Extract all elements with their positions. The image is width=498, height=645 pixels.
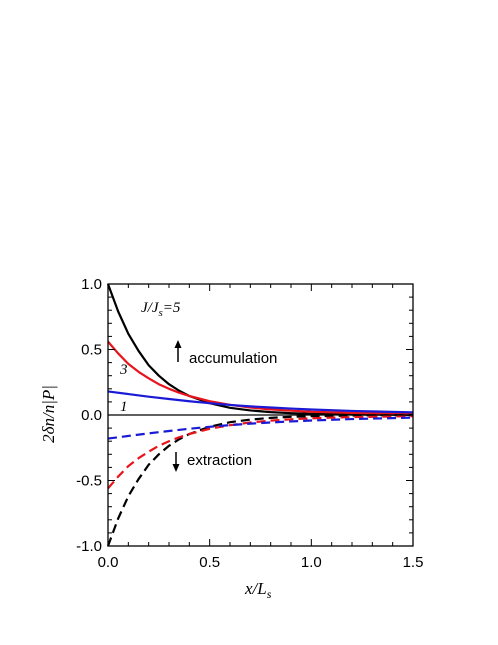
curve-label-5-value: =5 xyxy=(163,300,181,316)
curve-label-1: 1 xyxy=(120,399,128,415)
tick-labels-group: 0.0 0.5 1.0 1.5 -1.0 -0.5 0.0 0.5 1.0 xyxy=(76,276,423,571)
series-line-2-solid xyxy=(107,340,414,415)
x-tick-label: 1.0 xyxy=(301,554,322,571)
series-line-6-dashed xyxy=(107,416,414,440)
curve-label-5: J/Js=5 xyxy=(141,300,181,319)
y-axis-label: 2δn/n|P| xyxy=(39,385,58,443)
x-axis-label: x/Ls xyxy=(244,579,272,601)
x-tick-label: 0.5 xyxy=(199,554,220,571)
ticks-group xyxy=(107,283,414,547)
x-tick-label: 1.5 xyxy=(403,554,424,571)
series-line-5-dashed xyxy=(107,415,414,490)
y-tick-label: -1.0 xyxy=(76,538,102,555)
accumulation-label: accumulation xyxy=(189,350,277,367)
curve-label-5-sub: s xyxy=(158,307,162,319)
extraction-arrow-icon xyxy=(172,452,180,472)
series-line-4-dashed xyxy=(106,414,414,547)
extraction-label: extraction xyxy=(187,452,252,469)
curve-label-3: 3 xyxy=(119,362,128,378)
y-tick-label: 0.5 xyxy=(81,342,102,359)
curve-label-5-main: J/J xyxy=(141,300,160,316)
y-tick-label: -0.5 xyxy=(76,473,102,490)
x-tick-label: 0.0 xyxy=(98,554,119,571)
x-axis-label-sub: s xyxy=(267,587,272,601)
curves-group xyxy=(106,283,414,547)
accumulation-arrow-icon xyxy=(174,340,182,362)
y-tick-label: 1.0 xyxy=(81,276,102,293)
series-line-3-solid xyxy=(107,390,414,414)
y-tick-label: 0.0 xyxy=(81,407,102,424)
x-axis-label-main: x/L xyxy=(244,579,267,598)
